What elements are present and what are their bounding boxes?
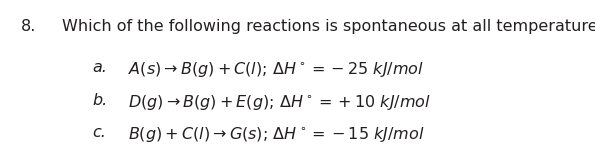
- Text: b.: b.: [92, 93, 108, 108]
- Text: a.: a.: [92, 60, 107, 76]
- Text: $B(g) + C(l) \rightarrow G(s)$; $\Delta H^\circ = -15\ kJ/mol$: $B(g) + C(l) \rightarrow G(s)$; $\Delta …: [128, 125, 425, 144]
- Text: $A(s) \rightarrow B(g) + C(l)$; $\Delta H^\circ = -25\ kJ/mol$: $A(s) \rightarrow B(g) + C(l)$; $\Delta …: [128, 60, 424, 79]
- Text: $D(g) \rightarrow B(g) + E(g)$; $\Delta H^\circ = +10\ kJ/mol$: $D(g) \rightarrow B(g) + E(g)$; $\Delta …: [128, 93, 431, 112]
- Text: Which of the following reactions is spontaneous at all temperatures?: Which of the following reactions is spon…: [62, 19, 595, 34]
- Text: c.: c.: [92, 125, 106, 140]
- Text: 8.: 8.: [21, 19, 36, 34]
